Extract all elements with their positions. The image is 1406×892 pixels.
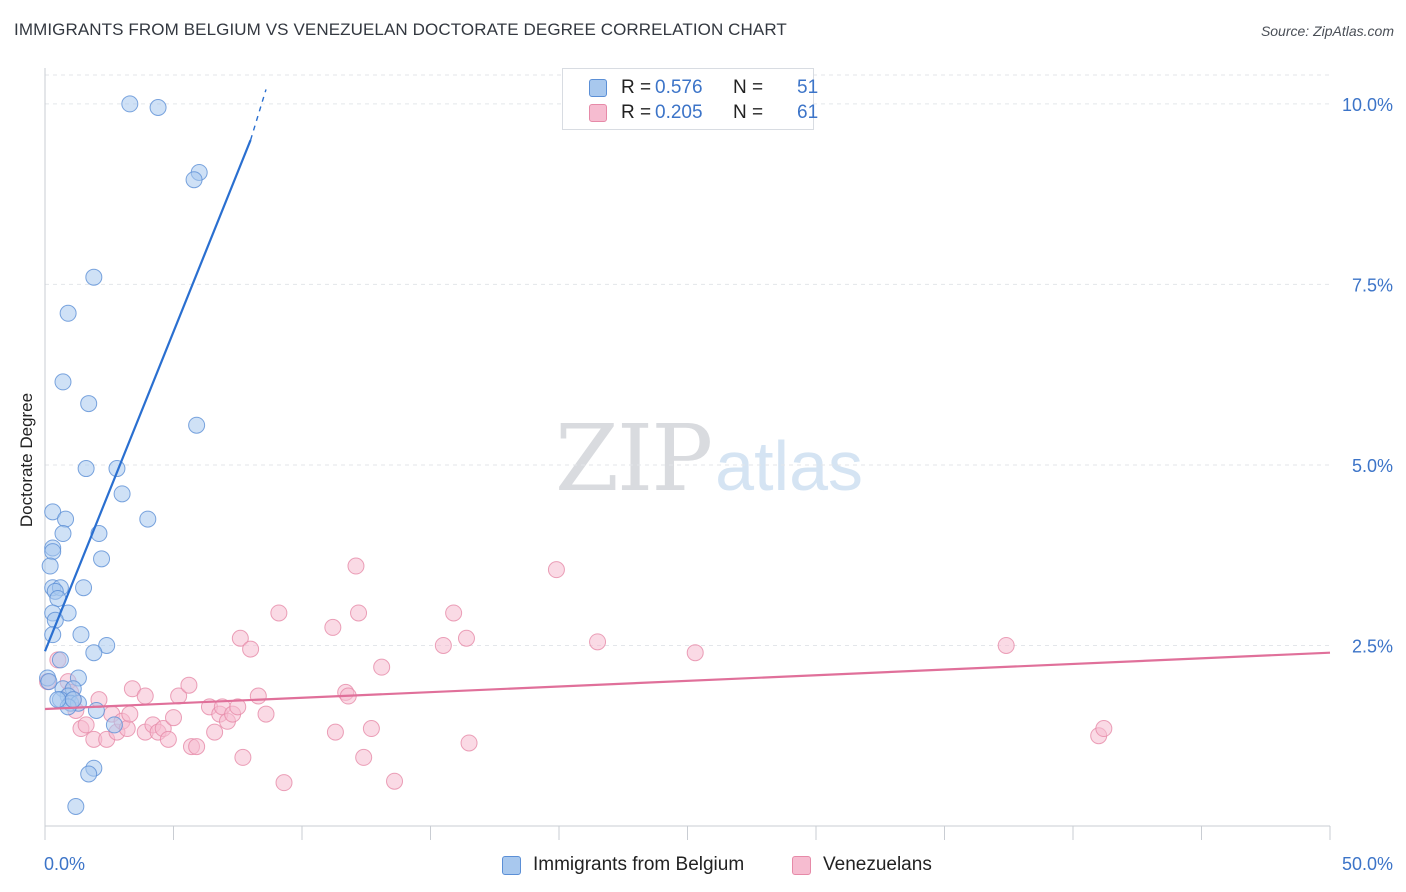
venezuelan-point [350, 604, 368, 622]
venezuelan-point [123, 680, 141, 698]
belgium-point [49, 691, 67, 709]
venezuelan-point [159, 730, 177, 748]
legend-r-value-belgium: 0.576 [655, 77, 703, 98]
venezuelan-point [997, 636, 1015, 654]
legend-n-label: N = [733, 102, 764, 123]
belgium-point [113, 485, 131, 503]
y-tick-label: 7.5% [1352, 275, 1393, 295]
series-name-belgium: Immigrants from Belgium [533, 854, 745, 875]
venezuelan-point [206, 723, 224, 741]
venezuelan-point [234, 748, 252, 766]
belgium-point [98, 636, 116, 654]
belgium-point [77, 460, 95, 478]
legend-swatch-venezuelans [589, 104, 607, 122]
venezuelan-point [165, 709, 182, 727]
x-tick-label-min: 0.0% [44, 854, 85, 874]
belgium-point [44, 503, 62, 521]
venezuelan-point [257, 705, 275, 723]
y-tick-label: 2.5% [1352, 636, 1393, 656]
series-name-venezuelans: Venezuelans [823, 854, 932, 875]
series-legend-belgium[interactable]: Immigrants from Belgium [502, 852, 744, 878]
chart-title: IMMIGRANTS FROM BELGIUM VS VENEZUELAN DO… [14, 20, 787, 39]
belgium-point [57, 510, 75, 528]
belgium-point [80, 765, 98, 783]
venezuelan-point [386, 772, 404, 790]
series-legend: Immigrants from Belgium Venezuelans [0, 852, 1406, 878]
belgium-point [59, 304, 77, 322]
y-tick-label: 5.0% [1352, 456, 1393, 476]
venezuelan-point [121, 705, 139, 723]
venezuelan-point [355, 748, 373, 766]
belgium-point [85, 644, 103, 662]
venezuelan-point [249, 687, 267, 705]
venezuelan-point [445, 604, 463, 622]
venezuelan-point [188, 738, 206, 756]
belgium-point [80, 395, 98, 413]
belgium-point [87, 701, 105, 719]
venezuelan-point [275, 774, 293, 792]
belgium-point [121, 95, 139, 113]
venezuelan-point [270, 604, 288, 622]
belgium-point [85, 268, 103, 286]
legend-r-label: R = [621, 77, 652, 98]
series-legend-venezuelans[interactable]: Venezuelans [792, 852, 932, 878]
belgium-point [105, 716, 123, 734]
y-tick-label: 10.0% [1342, 95, 1393, 115]
belgium-point [44, 543, 62, 561]
belgium-trend-line [43, 139, 252, 652]
belgium-point [185, 171, 203, 189]
legend-swatch-belgium [589, 79, 607, 97]
belgium-point [75, 579, 93, 597]
belgium-point [54, 525, 72, 543]
venezuelan-point [589, 633, 607, 651]
belgium-trend-extension [249, 89, 267, 141]
venezuelan-trend-line [44, 651, 1331, 711]
venezuelan-point [180, 676, 198, 694]
venezuelan-point [324, 618, 342, 636]
belgium-point [188, 416, 206, 434]
venezuelan-point [229, 698, 247, 716]
legend-r-value-venezuelans: 0.205 [655, 102, 703, 123]
belgium-point [93, 550, 111, 568]
legend-n-value-venezuelans: 61 [797, 102, 819, 123]
x-tick-label-max: 50.0% [1342, 854, 1393, 874]
belgium-point [72, 626, 90, 644]
venezuelan-point [231, 629, 249, 647]
belgium-point [139, 510, 157, 528]
venezuelan-point [1095, 720, 1113, 738]
source-label: Source: ZipAtlas.com [1260, 23, 1394, 39]
venezuelan-point [362, 720, 380, 738]
correlation-legend: R = 0.576 N = 51 R = 0.205 N = 61 [562, 68, 818, 130]
venezuelan-point [326, 723, 344, 741]
venezuelan-point [686, 644, 704, 662]
venezuelan-point [347, 557, 365, 575]
legend-n-label: N = [733, 77, 764, 98]
venezuelan-point [373, 658, 391, 676]
venezuelan-point [460, 734, 478, 752]
belgium-point [149, 98, 167, 116]
venezuelan-point [434, 636, 452, 654]
venezuelan-point [77, 716, 95, 734]
belgium-point [40, 673, 58, 691]
venezuelan-point [242, 640, 260, 658]
venezuelan-point [136, 687, 154, 705]
series-swatch-venezuelans [792, 855, 811, 875]
series-swatch-belgium [502, 855, 521, 875]
belgium-point [64, 691, 82, 709]
venezuelan-point [547, 561, 565, 579]
belgium-point [67, 798, 85, 816]
legend-n-value-belgium: 51 [797, 77, 819, 98]
belgium-point [41, 557, 59, 575]
belgium-point [54, 373, 72, 391]
belgium-point [51, 651, 69, 669]
venezuelan-point [457, 629, 475, 647]
legend-r-label: R = [621, 102, 652, 123]
